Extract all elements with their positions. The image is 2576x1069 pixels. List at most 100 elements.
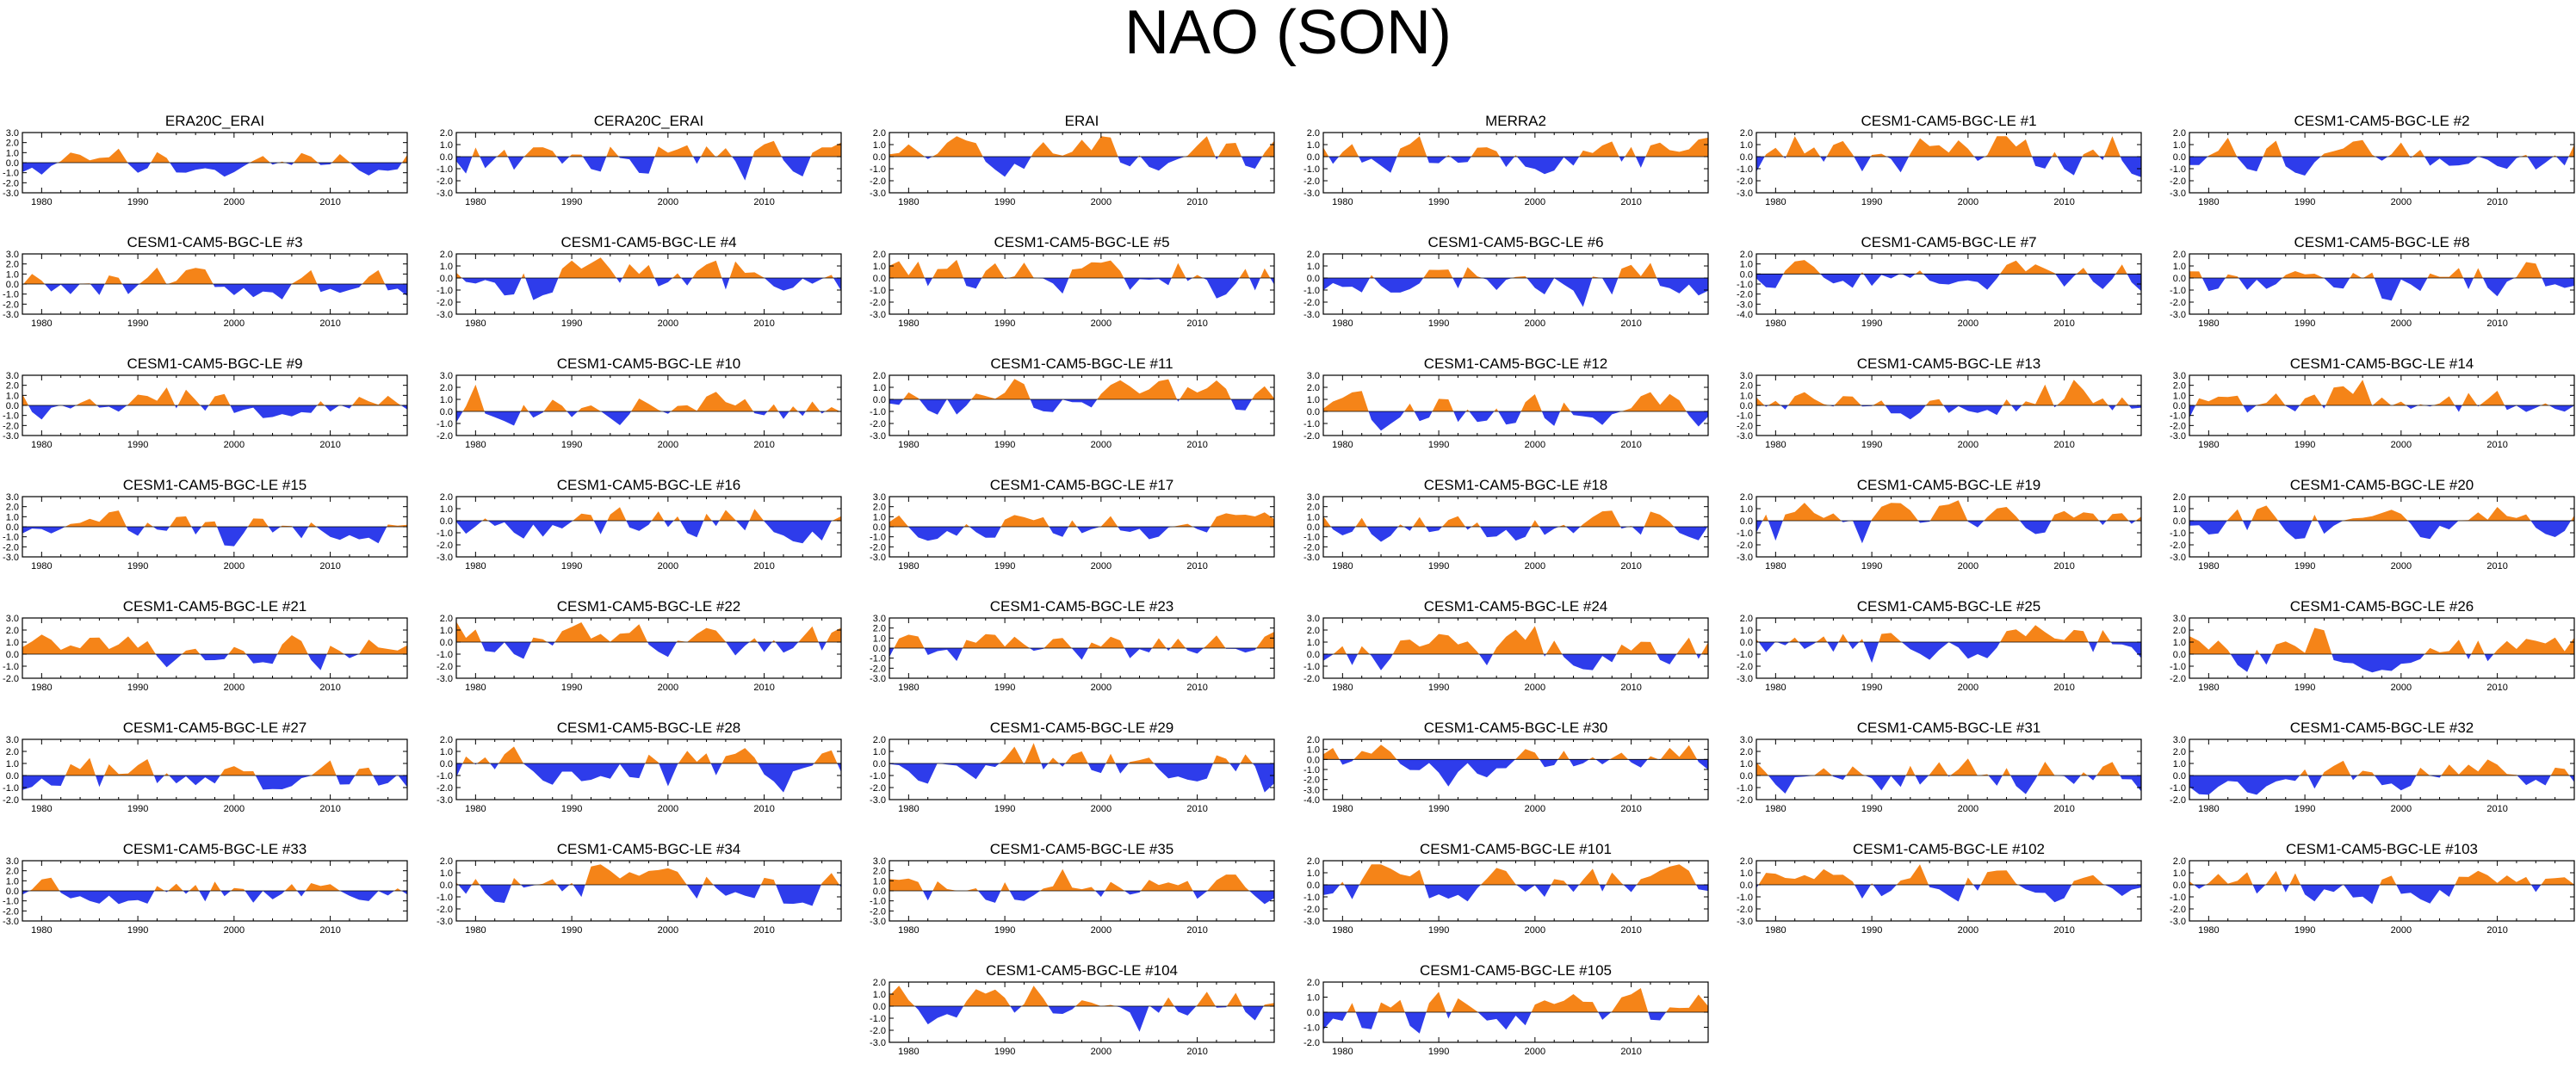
x-tick-label: 2000	[1525, 197, 1545, 207]
panel-title: ERA20C_ERAI	[165, 113, 264, 129]
panel-27: CESM1-CAM5-BGC-LE #23-3.0-2.0-1.00.01.02…	[870, 598, 1275, 693]
negative-area	[456, 157, 811, 181]
panel-title: CESM1-CAM5-BGC-LE #19	[1857, 477, 2041, 493]
y-tick-label: -1.0	[870, 407, 886, 417]
x-tick-label: 1990	[1861, 440, 1882, 450]
y-tick-label: -1.0	[3, 662, 19, 672]
x-tick-label: 2010	[2486, 683, 2507, 693]
y-tick-label: -1.0	[3, 411, 19, 422]
x-tick-label: 1990	[1428, 318, 1449, 329]
y-tick-label: -3.0	[2170, 917, 2186, 927]
x-tick-label: 1990	[127, 561, 148, 572]
positive-area	[2189, 870, 2574, 885]
y-tick-label: -3.0	[1737, 553, 1753, 563]
y-tick-label: -1.0	[1737, 893, 1753, 903]
panel-26: CESM1-CAM5-BGC-LE #22 -3.0 -2.0 -1.0 0.0 1.0 2…	[437, 598, 842, 693]
y-tick-label: 2.0	[873, 867, 886, 877]
positive-area	[1323, 391, 1687, 411]
negative-area	[1323, 1012, 1667, 1034]
y-tick-label: -3.0	[1303, 785, 1320, 795]
y-tick-label: -1.0	[870, 897, 886, 907]
x-tick-label: 1990	[1428, 1047, 1449, 1057]
x-tick-label: 1980	[898, 440, 919, 450]
y-tick-label: 1.0	[2173, 638, 2186, 648]
panel-16: CESM1-CAM5-BGC-LE #12 -2.0 -1.0 0.0 1.0 2.0 3.…	[1303, 355, 1709, 450]
x-tick-label: 1990	[127, 804, 148, 814]
panel-8: CESM1-CAM5-BGC-LE #4 -3.0 -2.0 -1.0 0.0 1.0 2.…	[437, 234, 842, 329]
y-tick-label: 0.0	[6, 522, 19, 533]
y-tick-label: -2.0	[870, 1026, 886, 1036]
x-tick-label: 2000	[224, 197, 245, 207]
x-tick-label: 1990	[1861, 197, 1882, 207]
x-tick-label: 2010	[2486, 925, 2507, 936]
x-tick-label: 2010	[753, 561, 774, 572]
y-tick-label: 2.0	[6, 503, 19, 513]
y-tick-label: 2.0	[2173, 492, 2186, 503]
y-tick-label: 1.0	[1307, 868, 1320, 879]
x-tick-label: 1980	[31, 561, 52, 572]
negative-area	[1368, 411, 1708, 431]
y-tick-label: -2.0	[2170, 298, 2186, 308]
y-tick-label: 1.0	[440, 262, 453, 272]
y-tick-label: 3.0	[1307, 492, 1320, 503]
panel-title: CESM1-CAM5-BGC-LE #5	[994, 234, 1169, 250]
x-tick-label: 2000	[2391, 197, 2412, 207]
panel-37: CESM1-CAM5-BGC-LE #33-3.0-2.0-1.00.01.02…	[3, 841, 408, 936]
panel-title: CESM1-CAM5-BGC-LE #18	[1424, 477, 1608, 493]
negative-area	[2189, 521, 2572, 540]
x-tick-label: 1980	[1332, 1047, 1353, 1057]
panel-title: CESM1-CAM5-BGC-LE #105	[1420, 962, 1612, 979]
y-tick-label: -1.0	[2170, 164, 2186, 175]
x-tick-label: 2010	[319, 561, 340, 572]
positive-area	[65, 757, 399, 775]
y-tick-label: -2.0	[870, 298, 886, 308]
y-tick-label: -3.0	[1737, 674, 1753, 684]
y-tick-label: -1.0	[870, 1014, 886, 1024]
y-tick-label: 2.0	[6, 260, 19, 270]
panel-39: CESM1-CAM5-BGC-LE #35-3.0-2.0-1.00.01.02…	[870, 841, 1275, 936]
y-tick-label: 3.0	[6, 371, 19, 381]
panel-title: CESM1-CAM5-BGC-LE #13	[1857, 355, 2041, 372]
positive-area	[1347, 988, 1708, 1012]
positive-area	[2226, 505, 2574, 521]
x-tick-label: 1990	[561, 318, 582, 329]
y-tick-label: 2.0	[1740, 747, 1753, 757]
negative-area	[1756, 885, 2141, 903]
y-tick-label: -3.0	[870, 674, 886, 684]
y-tick-label: -2.0	[3, 674, 19, 684]
y-tick-label: -1.0	[1303, 419, 1320, 429]
x-tick-label: 1980	[31, 804, 52, 814]
x-tick-label: 1980	[898, 1047, 919, 1057]
x-tick-label: 1980	[465, 561, 486, 572]
positive-area	[472, 140, 841, 157]
y-tick-label: 0.0	[873, 274, 886, 284]
x-tick-label: 2010	[2053, 318, 2074, 329]
x-tick-label: 1990	[1428, 683, 1449, 693]
y-tick-label: 3.0	[2173, 735, 2186, 745]
y-tick-label: -1.0	[1303, 286, 1320, 296]
negative-area	[1328, 157, 1646, 175]
y-tick-label: -1.0	[437, 650, 453, 660]
y-tick-label: 0.0	[1307, 407, 1320, 417]
x-tick-label: 1990	[2294, 925, 2315, 936]
panel-title: CESM1-CAM5-BGC-LE #12	[1424, 355, 1608, 372]
y-tick-label: 0.0	[2173, 771, 2186, 782]
panel-title: CESM1-CAM5-BGC-LE #31	[1857, 720, 2041, 736]
x-tick-label: 1990	[994, 561, 1015, 572]
y-tick-label: 0.0	[6, 887, 19, 897]
x-tick-label: 2000	[1091, 318, 1112, 329]
negative-area	[1756, 157, 2141, 177]
y-tick-label: -2.0	[3, 542, 19, 553]
x-tick-label: 1990	[994, 197, 1015, 207]
positive-area	[1333, 626, 1708, 654]
x-tick-label: 2010	[2053, 440, 2074, 450]
panel-15: CESM1-CAM5-BGC-LE #11 -3.0 -2.0 -1.0 0.0 1.0 2…	[870, 355, 1275, 450]
y-tick-label: -3.0	[2170, 431, 2186, 442]
y-tick-label: -2.0	[1303, 431, 1320, 442]
panel-title: CESM1-CAM5-BGC-LE #29	[990, 720, 1174, 736]
y-tick-label: -1.0	[1303, 765, 1320, 775]
y-tick-label: 3.0	[873, 492, 886, 503]
negative-area	[456, 521, 833, 544]
y-tick-label: -3.0	[870, 431, 886, 442]
y-tick-label: -2.0	[1737, 795, 1753, 806]
